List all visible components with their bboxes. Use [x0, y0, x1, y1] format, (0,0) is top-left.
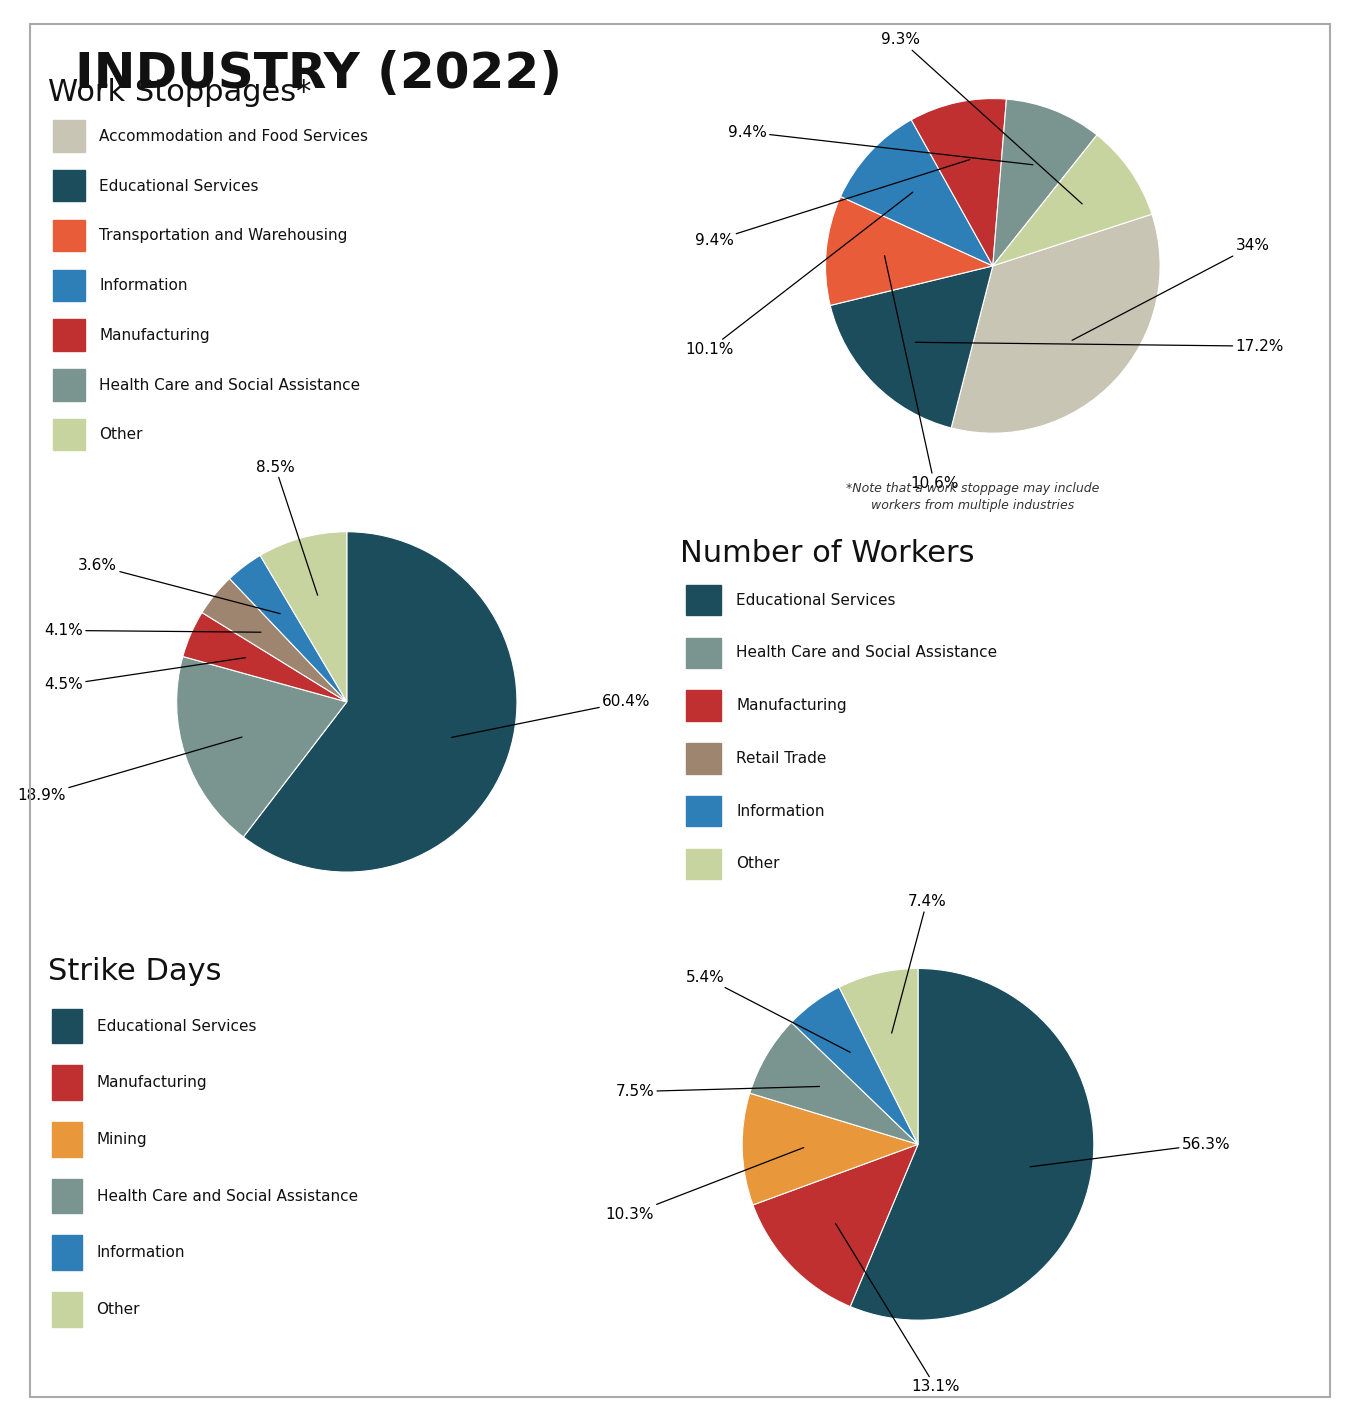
Wedge shape — [826, 197, 993, 305]
Text: 7.4%: 7.4% — [892, 895, 947, 1034]
Wedge shape — [792, 987, 918, 1144]
Text: 34%: 34% — [1072, 238, 1269, 340]
Text: Mining: Mining — [97, 1132, 147, 1147]
Wedge shape — [951, 214, 1160, 432]
Wedge shape — [830, 267, 993, 428]
Wedge shape — [230, 556, 347, 702]
Text: Work Stoppages*: Work Stoppages* — [48, 78, 311, 106]
Text: Health Care and Social Assistance: Health Care and Social Assistance — [97, 1188, 358, 1204]
Wedge shape — [839, 968, 918, 1144]
Bar — [53, 369, 84, 401]
Bar — [687, 638, 721, 668]
Bar — [53, 220, 84, 251]
Text: Retail Trade: Retail Trade — [736, 752, 827, 766]
Bar — [53, 420, 84, 451]
Text: 17.2%: 17.2% — [915, 339, 1284, 353]
Bar — [687, 743, 721, 774]
Bar — [687, 584, 721, 615]
Bar — [53, 1008, 82, 1044]
Wedge shape — [993, 99, 1098, 267]
Wedge shape — [182, 613, 347, 702]
Text: Information: Information — [97, 1245, 185, 1261]
Text: 60.4%: 60.4% — [452, 695, 650, 737]
Text: INDUSTRY (2022): INDUSTRY (2022) — [75, 50, 562, 98]
Text: *Note that a work stoppage may include
workers from multiple industries: *Note that a work stoppage may include w… — [846, 482, 1099, 512]
Wedge shape — [993, 135, 1152, 267]
Bar — [687, 795, 721, 827]
Bar — [53, 319, 84, 350]
Text: 9.4%: 9.4% — [728, 125, 1032, 164]
Text: Number of Workers: Number of Workers — [680, 539, 975, 567]
Text: 9.4%: 9.4% — [695, 160, 970, 248]
Text: Manufacturing: Manufacturing — [99, 328, 209, 343]
Text: 18.9%: 18.9% — [18, 737, 242, 803]
Text: Manufacturing: Manufacturing — [97, 1075, 207, 1090]
Text: 8.5%: 8.5% — [256, 459, 318, 596]
Text: Health Care and Social Assistance: Health Care and Social Assistance — [736, 645, 997, 661]
Text: 10.6%: 10.6% — [884, 255, 959, 491]
Bar — [53, 1292, 82, 1327]
Text: Accommodation and Food Services: Accommodation and Food Services — [99, 129, 369, 143]
Text: 56.3%: 56.3% — [1030, 1137, 1231, 1167]
Bar — [687, 848, 721, 879]
Text: Strike Days: Strike Days — [48, 957, 222, 986]
Text: 10.1%: 10.1% — [685, 193, 913, 357]
Text: 10.3%: 10.3% — [605, 1147, 804, 1222]
Wedge shape — [177, 657, 347, 837]
Text: Educational Services: Educational Services — [97, 1018, 256, 1034]
Wedge shape — [753, 1144, 918, 1306]
Text: 3.6%: 3.6% — [78, 559, 280, 614]
Text: 13.1%: 13.1% — [835, 1224, 960, 1394]
Wedge shape — [243, 532, 517, 872]
Bar — [53, 170, 84, 201]
Text: Educational Services: Educational Services — [736, 593, 896, 607]
Wedge shape — [840, 119, 993, 267]
Bar — [53, 121, 84, 152]
Bar — [53, 1235, 82, 1271]
Wedge shape — [260, 532, 347, 702]
Text: Health Care and Social Assistance: Health Care and Social Assistance — [99, 377, 360, 393]
Text: Educational Services: Educational Services — [99, 179, 258, 193]
Text: Manufacturing: Manufacturing — [736, 698, 847, 713]
Wedge shape — [850, 968, 1093, 1320]
Wedge shape — [203, 579, 347, 702]
Text: Information: Information — [736, 804, 824, 818]
Bar — [687, 691, 721, 720]
Wedge shape — [743, 1093, 918, 1205]
Text: Other: Other — [736, 856, 779, 871]
Bar — [53, 1065, 82, 1100]
Bar — [53, 1178, 82, 1214]
Text: 5.4%: 5.4% — [685, 970, 850, 1052]
Text: 4.5%: 4.5% — [45, 658, 245, 692]
Text: 4.1%: 4.1% — [45, 623, 261, 638]
Wedge shape — [749, 1022, 918, 1144]
Text: Other: Other — [97, 1302, 140, 1317]
Text: Transportation and Warehousing: Transportation and Warehousing — [99, 228, 347, 244]
Text: Other: Other — [99, 427, 143, 442]
Bar — [53, 1122, 82, 1157]
Text: 9.3%: 9.3% — [881, 33, 1083, 204]
Text: Information: Information — [99, 278, 188, 294]
Wedge shape — [911, 99, 1006, 267]
Bar — [53, 269, 84, 301]
Text: 7.5%: 7.5% — [616, 1085, 820, 1099]
